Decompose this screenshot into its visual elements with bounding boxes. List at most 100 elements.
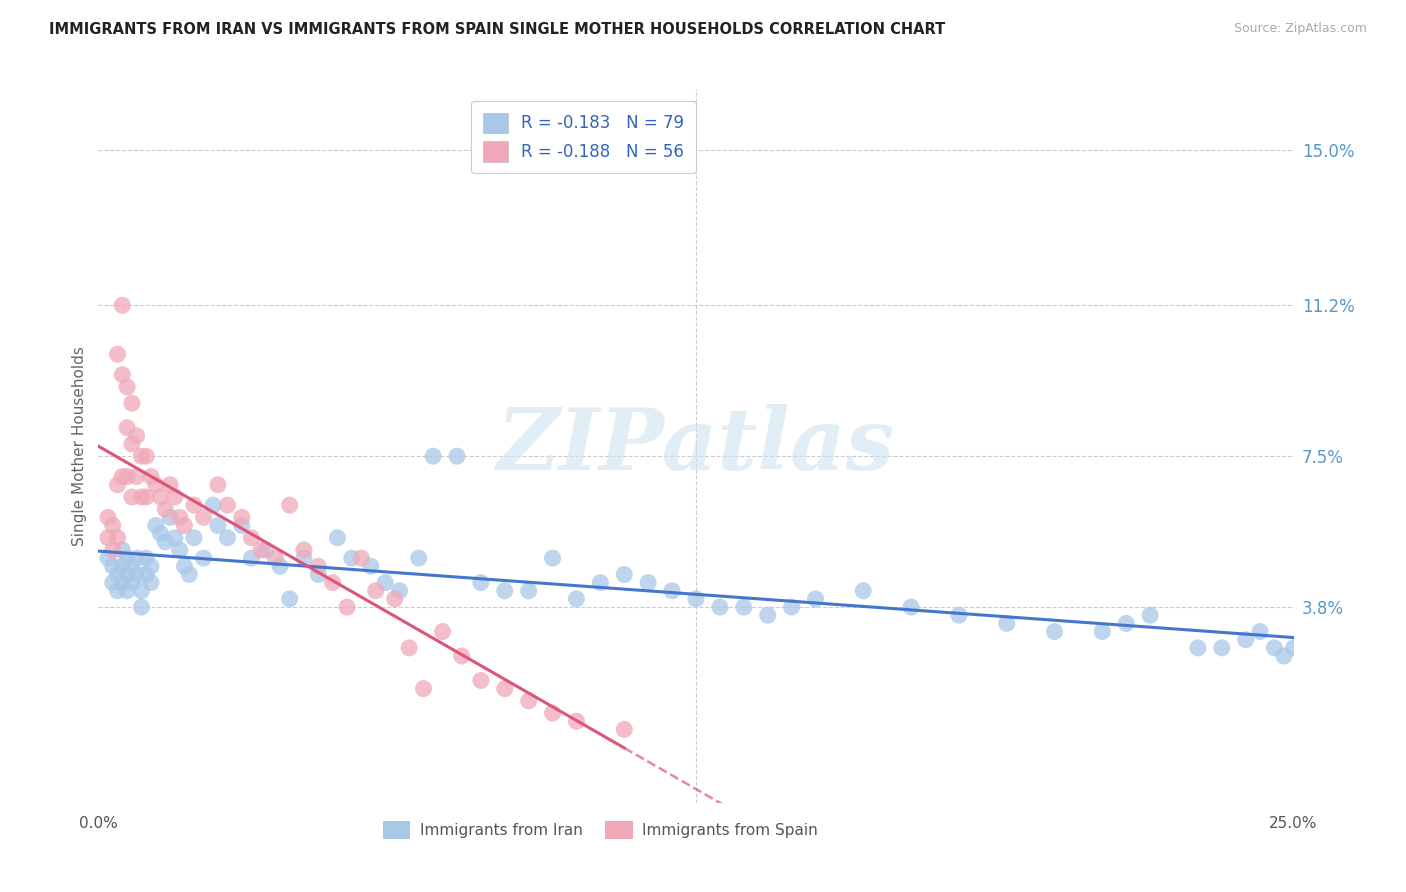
Point <box>613 723 636 737</box>
Point <box>121 575 143 590</box>
Point <box>115 420 138 434</box>
Point <box>173 518 195 533</box>
Point <box>115 567 138 582</box>
Point <box>733 600 755 615</box>
Point <box>995 616 1018 631</box>
Point <box>115 583 138 598</box>
Point <box>470 575 492 590</box>
Point <box>217 531 239 545</box>
Point <box>780 600 803 615</box>
Point <box>107 531 129 545</box>
Point <box>231 510 253 524</box>
Point <box>240 531 263 545</box>
Point <box>101 543 124 558</box>
Point <box>541 551 564 566</box>
Point <box>131 449 153 463</box>
Point <box>183 498 205 512</box>
Point <box>360 559 382 574</box>
Point <box>613 567 636 582</box>
Point <box>101 559 124 574</box>
Point <box>661 583 683 598</box>
Point <box>169 543 191 558</box>
Point <box>541 706 564 720</box>
Point <box>1249 624 1271 639</box>
Point <box>149 490 172 504</box>
Point <box>107 477 129 491</box>
Text: ZIPatlas: ZIPatlas <box>496 404 896 488</box>
Point <box>350 551 373 566</box>
Point <box>159 510 181 524</box>
Point <box>517 583 540 598</box>
Point <box>269 559 291 574</box>
Point <box>336 600 359 615</box>
Point <box>1234 632 1257 647</box>
Point <box>111 469 134 483</box>
Point <box>111 575 134 590</box>
Point <box>1187 640 1209 655</box>
Point <box>709 600 731 615</box>
Point <box>131 600 153 615</box>
Point <box>135 551 157 566</box>
Point <box>107 347 129 361</box>
Text: IMMIGRANTS FROM IRAN VS IMMIGRANTS FROM SPAIN SINGLE MOTHER HOUSEHOLDS CORRELATI: IMMIGRANTS FROM IRAN VS IMMIGRANTS FROM … <box>49 22 945 37</box>
Point <box>408 551 430 566</box>
Point <box>326 531 349 545</box>
Point <box>155 502 177 516</box>
Point <box>163 490 186 504</box>
Point <box>115 380 138 394</box>
Point <box>121 396 143 410</box>
Point <box>494 681 516 696</box>
Point <box>1263 640 1285 655</box>
Point <box>145 477 167 491</box>
Point <box>250 543 273 558</box>
Point <box>292 543 315 558</box>
Point <box>121 490 143 504</box>
Point <box>149 526 172 541</box>
Point <box>115 469 138 483</box>
Point <box>107 583 129 598</box>
Point <box>231 518 253 533</box>
Point <box>111 559 134 574</box>
Point <box>173 559 195 574</box>
Point <box>163 531 186 545</box>
Point <box>101 575 124 590</box>
Point <box>388 583 411 598</box>
Legend: Immigrants from Iran, Immigrants from Spain: Immigrants from Iran, Immigrants from Sp… <box>377 815 824 845</box>
Point <box>159 477 181 491</box>
Point <box>494 583 516 598</box>
Point <box>637 575 659 590</box>
Point <box>278 591 301 606</box>
Point <box>179 567 201 582</box>
Point <box>121 559 143 574</box>
Point <box>565 714 588 729</box>
Point <box>111 298 134 312</box>
Point <box>207 518 229 533</box>
Point <box>135 490 157 504</box>
Point <box>169 510 191 524</box>
Point <box>292 551 315 566</box>
Point <box>450 648 472 663</box>
Point <box>101 518 124 533</box>
Point <box>307 559 329 574</box>
Point <box>322 575 344 590</box>
Point <box>307 567 329 582</box>
Point <box>565 591 588 606</box>
Point <box>111 368 134 382</box>
Point <box>131 583 153 598</box>
Point <box>202 498 225 512</box>
Point <box>139 469 162 483</box>
Point <box>1211 640 1233 655</box>
Point <box>398 640 420 655</box>
Point <box>125 469 148 483</box>
Point <box>1091 624 1114 639</box>
Point <box>135 449 157 463</box>
Point <box>155 534 177 549</box>
Point <box>97 551 120 566</box>
Point <box>125 567 148 582</box>
Point <box>1272 648 1295 663</box>
Point <box>432 624 454 639</box>
Point <box>470 673 492 688</box>
Point <box>1282 640 1305 655</box>
Point <box>183 531 205 545</box>
Point <box>264 551 287 566</box>
